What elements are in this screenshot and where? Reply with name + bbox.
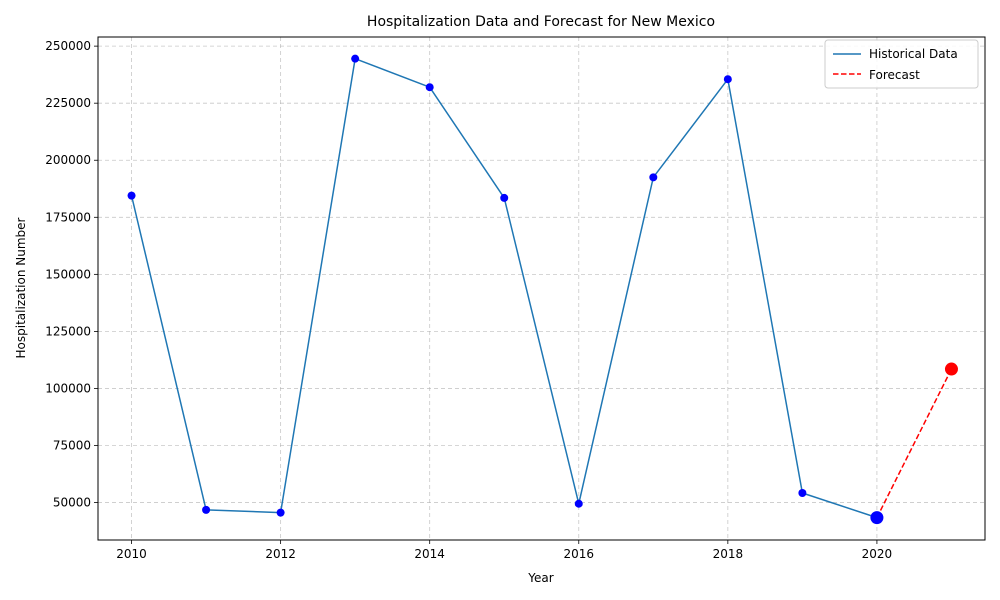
- forecast-line: [876, 368, 953, 518]
- chart-title: Hospitalization Data and Forecast for Ne…: [367, 14, 715, 30]
- data-point-marker: [127, 191, 136, 200]
- legend: Historical Data Forecast: [824, 39, 979, 89]
- legend-label-forecast: Forecast: [869, 68, 920, 82]
- x-tick-label: 2012: [265, 547, 296, 561]
- y-axis: 50000 75000 100000 125000 150000 175000 200000…: [45, 39, 98, 510]
- y-tick-label: 125000: [45, 324, 91, 338]
- data-point-marker: [351, 54, 360, 63]
- data-point-marker: [574, 499, 583, 508]
- y-tick-label: 225000: [45, 96, 91, 110]
- plot-frame: [97, 36, 986, 541]
- data-point-marker: [425, 83, 434, 92]
- data-point-marker: [723, 75, 732, 84]
- x-tick-label: 2016: [563, 547, 594, 561]
- x-tick-label: 2018: [713, 547, 744, 561]
- grid: [98, 37, 985, 540]
- x-tick-label: 2020: [862, 547, 893, 561]
- y-tick-label: 250000: [45, 39, 91, 53]
- data-point-marker: [500, 193, 509, 202]
- x-tick-label: 2014: [414, 547, 445, 561]
- legend-label-historical: Historical Data: [869, 47, 958, 61]
- y-tick-label: 200000: [45, 153, 91, 167]
- y-tick-label: 175000: [45, 210, 91, 224]
- x-axis-label: Year: [527, 571, 553, 585]
- last-actual-point-marker: [870, 511, 884, 525]
- y-tick-label: 100000: [45, 381, 91, 395]
- y-tick-label: 50000: [53, 496, 91, 510]
- y-tick-label: 75000: [53, 439, 91, 453]
- x-tick-label: 2010: [116, 547, 147, 561]
- data-point-marker: [276, 508, 285, 517]
- y-tick-label: 150000: [45, 267, 91, 281]
- markers: [127, 54, 958, 525]
- data-point-marker: [202, 505, 211, 514]
- x-axis: 2010 2012 2014 2016 2018 2020: [116, 540, 892, 561]
- data-point-marker: [798, 488, 807, 497]
- data-point-marker: [649, 173, 658, 182]
- y-axis-label: Hospitalization Number: [14, 217, 28, 358]
- legend-box: [824, 39, 979, 89]
- forecast-point-marker: [944, 362, 958, 376]
